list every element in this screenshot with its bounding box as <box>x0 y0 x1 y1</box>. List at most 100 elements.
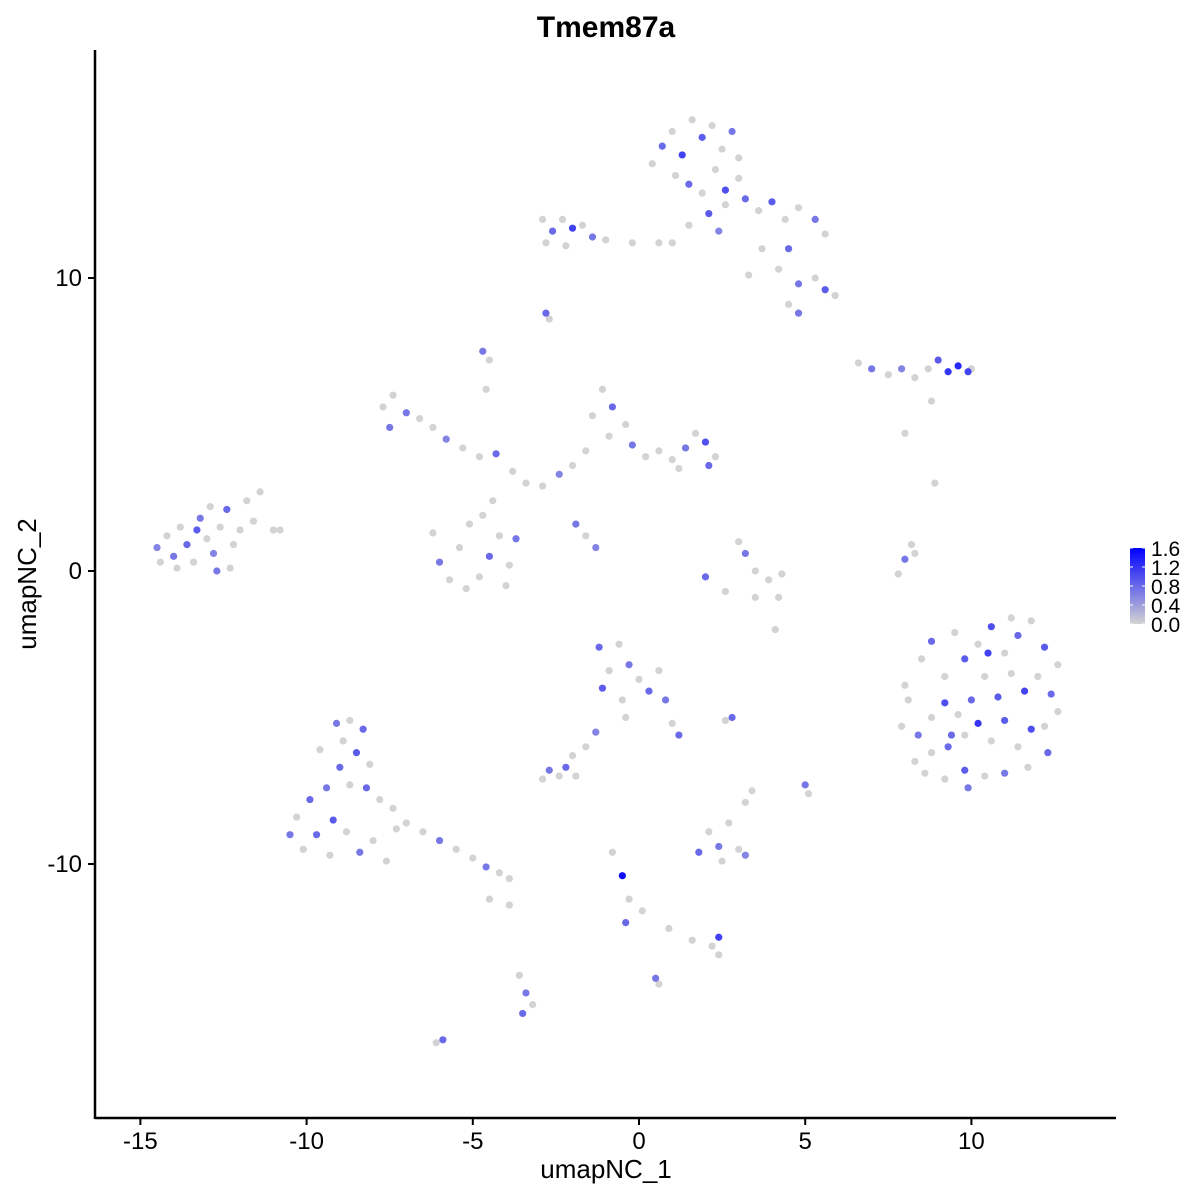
data-point <box>223 505 231 514</box>
data-point <box>947 731 956 739</box>
data-point <box>678 151 686 159</box>
data-point <box>688 936 696 944</box>
data-point <box>568 461 577 470</box>
legend-tick-label: 0.0 <box>1151 614 1180 637</box>
data-point <box>854 359 862 367</box>
data-point <box>1020 687 1029 695</box>
data-point <box>675 464 683 473</box>
data-point <box>588 233 597 241</box>
data-point <box>894 570 902 578</box>
data-point <box>462 584 470 593</box>
data-point <box>765 576 773 584</box>
data-point <box>628 441 636 449</box>
data-point <box>811 215 819 223</box>
data-point <box>153 543 161 552</box>
data-point <box>429 423 437 432</box>
data-point <box>595 643 603 651</box>
data-point <box>964 784 972 792</box>
data-point <box>691 429 700 437</box>
colorbar <box>1130 548 1145 624</box>
data-point <box>652 974 660 982</box>
data-point <box>868 365 876 373</box>
data-point <box>442 435 450 443</box>
data-point <box>216 523 224 531</box>
data-point <box>435 836 444 845</box>
data-point <box>927 713 936 722</box>
data-point <box>439 1036 447 1044</box>
data-point <box>728 713 736 722</box>
data-point <box>715 951 723 959</box>
data-point <box>256 488 264 496</box>
data-point <box>711 453 720 461</box>
data-point <box>655 667 663 675</box>
data-point <box>605 432 613 440</box>
data-point <box>492 450 500 458</box>
data-point <box>416 415 424 423</box>
data-point <box>189 558 198 566</box>
data-point <box>941 672 949 681</box>
data-point <box>715 842 723 851</box>
data-point <box>1054 661 1062 669</box>
data-point <box>432 1039 440 1047</box>
data-point <box>655 447 663 455</box>
x-tick-label: -10 <box>289 1128 324 1155</box>
data-point <box>698 189 706 197</box>
data-point <box>539 482 547 490</box>
legend-tick-label: 1.6 <box>1151 538 1180 561</box>
data-point <box>897 722 906 730</box>
data-point <box>356 848 364 856</box>
data-point <box>628 239 636 247</box>
color-legend: 0.00.40.81.21.6 <box>1130 538 1181 637</box>
data-point <box>236 526 244 534</box>
data-point <box>362 784 371 792</box>
data-point <box>981 672 989 681</box>
x-tick-label: 10 <box>958 1128 985 1155</box>
data-point <box>967 696 976 704</box>
data-point <box>811 274 819 282</box>
data-point <box>1001 716 1009 725</box>
data-point <box>598 385 607 393</box>
data-point <box>376 795 384 804</box>
data-point <box>568 224 577 232</box>
data-point <box>735 845 743 853</box>
data-point <box>907 541 916 549</box>
data-point <box>568 751 577 760</box>
data-point <box>522 989 530 997</box>
data-point <box>249 517 258 525</box>
data-point <box>572 520 580 528</box>
data-point <box>206 502 214 511</box>
data-point <box>485 552 494 560</box>
data-point <box>645 687 653 695</box>
data-point <box>897 365 906 373</box>
data-point <box>648 160 656 168</box>
data-point <box>322 784 331 792</box>
data-point <box>505 875 513 883</box>
data-point <box>927 749 936 757</box>
data-point <box>642 453 650 461</box>
data-point <box>1044 749 1052 757</box>
data-point <box>961 731 969 739</box>
data-point <box>821 230 829 238</box>
data-point <box>668 239 676 247</box>
data-point <box>269 526 277 534</box>
data-point <box>831 291 839 300</box>
data-point <box>615 640 623 648</box>
data-point <box>519 1009 527 1018</box>
data-point <box>243 497 251 505</box>
data-point <box>505 901 513 909</box>
data-point <box>638 907 646 915</box>
data-point <box>402 409 410 417</box>
data-point <box>459 444 467 452</box>
data-point <box>685 180 693 188</box>
data-point <box>725 819 733 827</box>
data-point <box>711 165 720 174</box>
data-point <box>366 760 374 768</box>
data-point <box>668 719 676 727</box>
data-point <box>994 693 1002 701</box>
data-point <box>475 573 484 581</box>
data-point <box>961 655 969 663</box>
data-point <box>562 763 570 771</box>
data-point <box>346 781 354 789</box>
data-point <box>578 221 587 229</box>
